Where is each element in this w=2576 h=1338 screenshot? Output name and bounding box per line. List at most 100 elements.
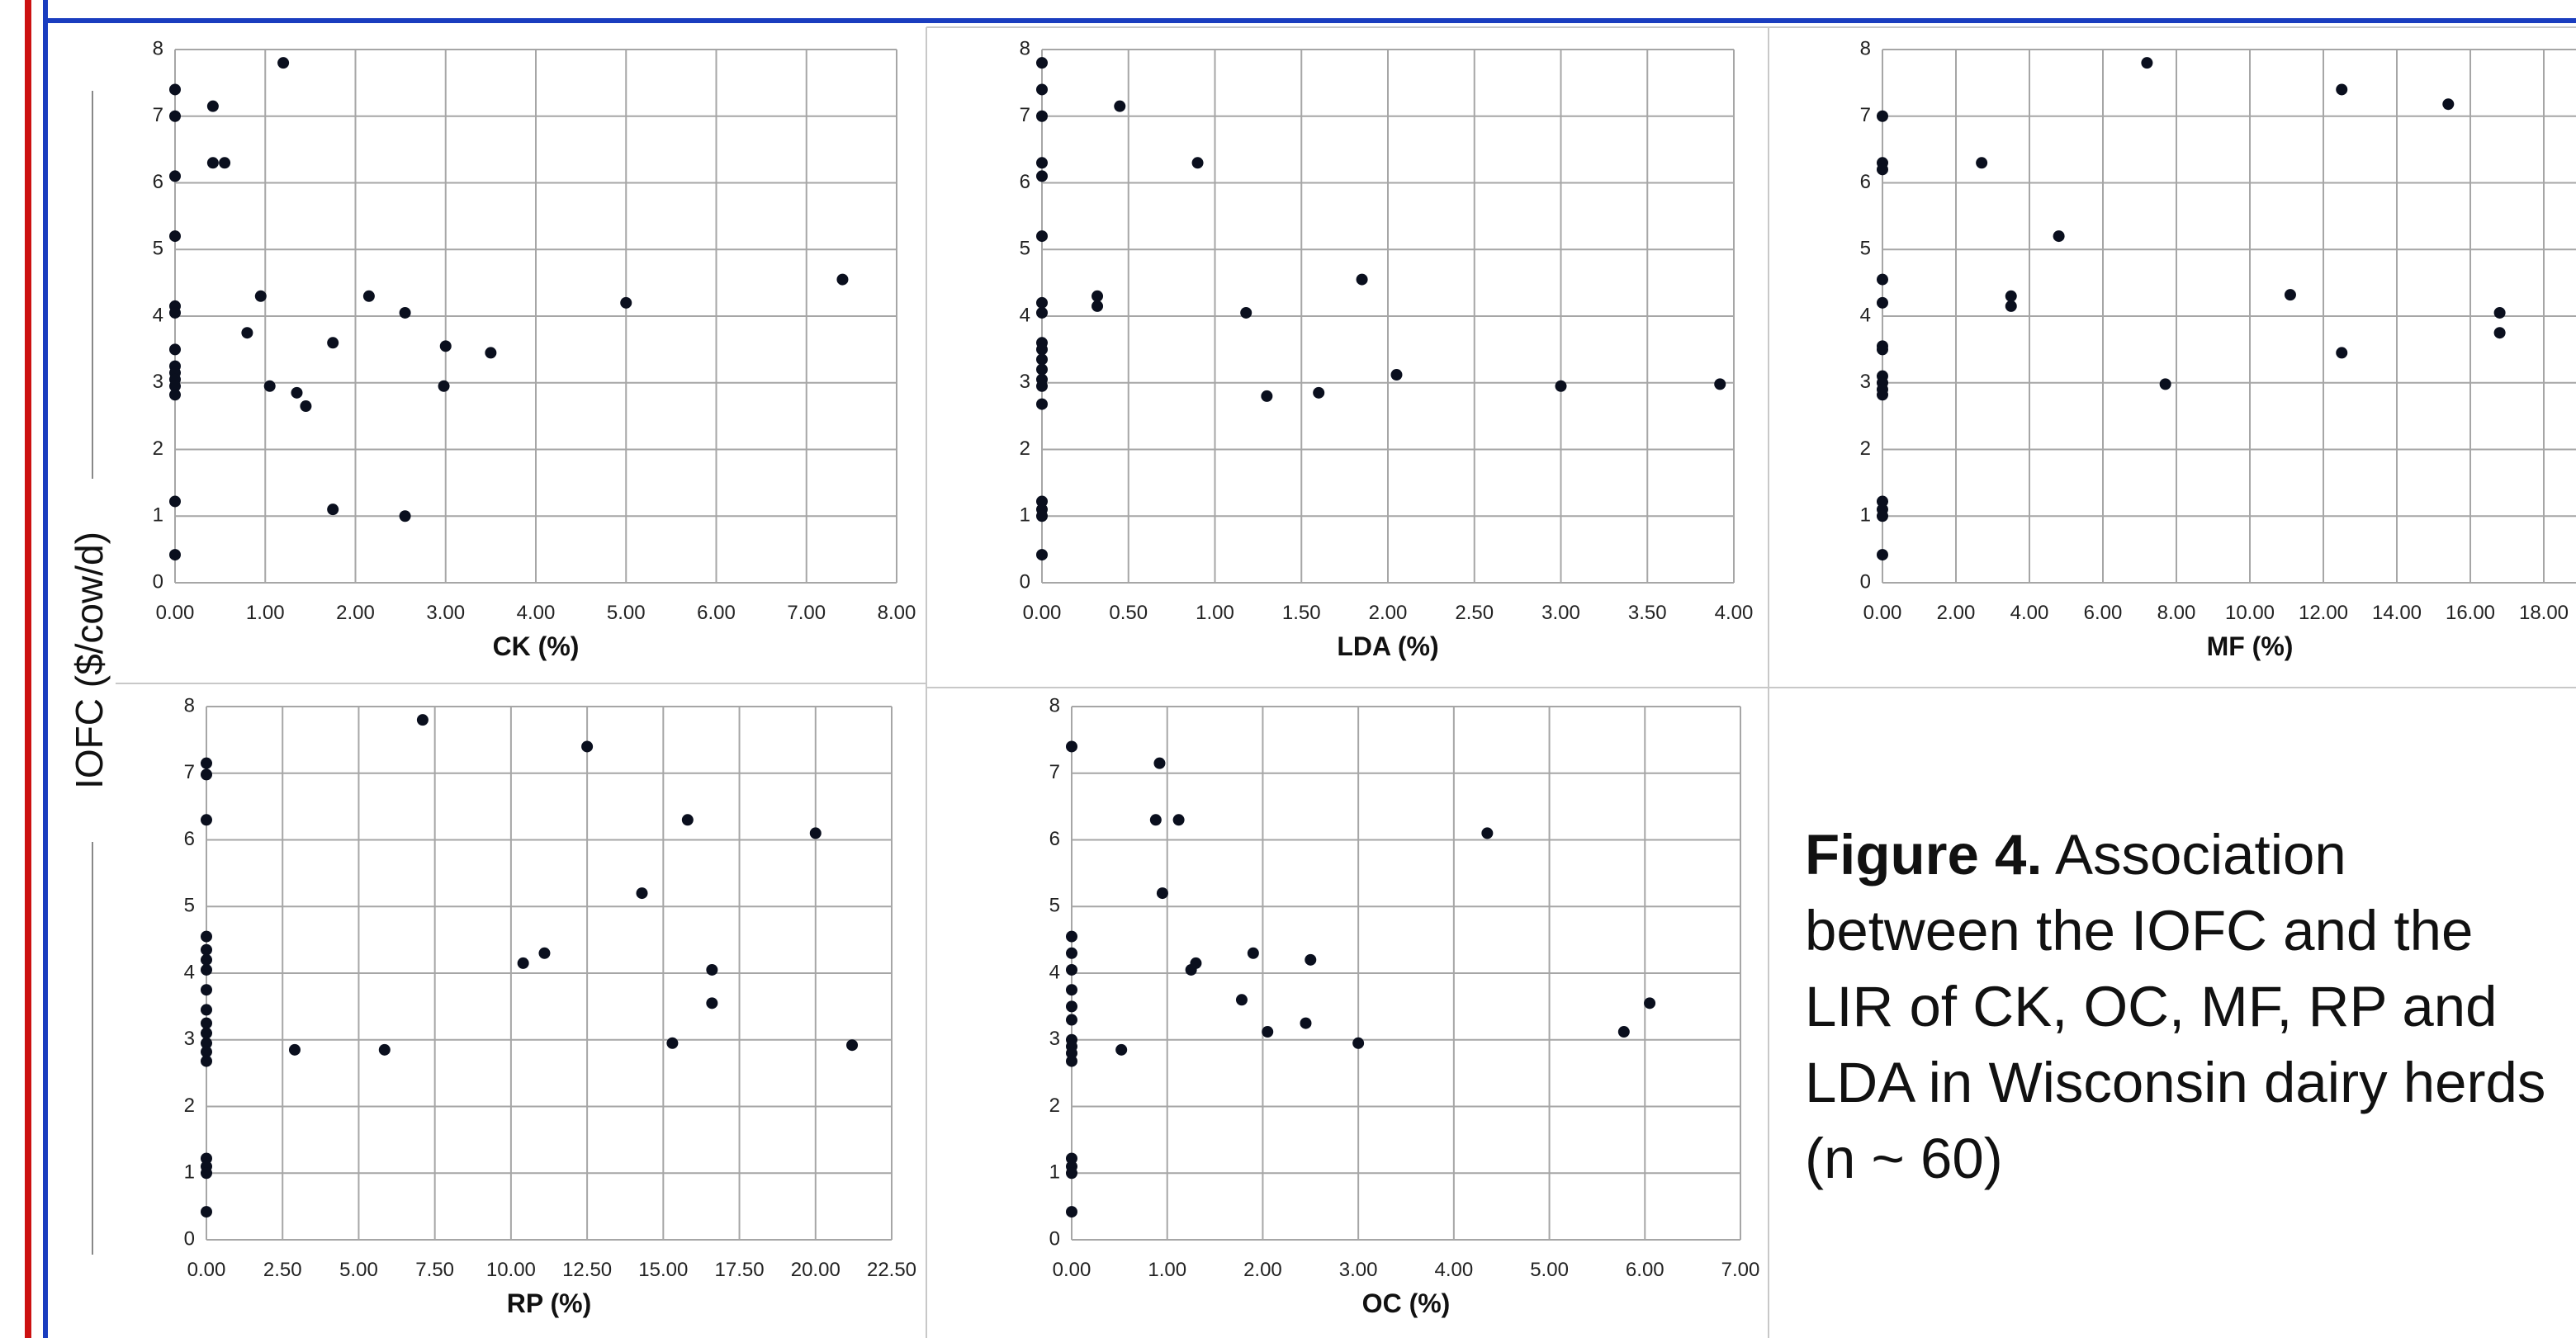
y-tick-label: 5 [1860, 238, 1871, 260]
data-point [2053, 230, 2065, 243]
data-point [416, 714, 429, 726]
data-point [201, 984, 212, 996]
data-point [1066, 1206, 1077, 1218]
data-point [2284, 289, 2296, 301]
x-tick-label: 3.50 [1628, 602, 1667, 624]
data-point [201, 757, 212, 769]
x-tick-label: 0.00 [1023, 602, 1062, 624]
y-tick-label: 1 [1020, 504, 1030, 527]
frame-blue-bar [43, 0, 48, 1338]
data-point [169, 549, 181, 561]
scatter-plot-0: 0 1 2 3 4 5 6 7 8 0.00 1.00 2.00 3.00 4.00 5.00 6.00 7.0… [153, 37, 916, 661]
data-point [517, 957, 529, 969]
data-point [378, 1043, 391, 1056]
data-point [206, 100, 219, 112]
x-tick-label: 0.50 [1109, 602, 1148, 624]
data-point [1115, 1043, 1128, 1056]
x-tick-label: 6.00 [2084, 602, 2123, 624]
y-tick-label: 1 [153, 504, 163, 527]
x-tick-label: 20.00 [791, 1259, 841, 1281]
data-point [706, 963, 718, 976]
x-tick-label: 6.00 [1626, 1259, 1664, 1281]
data-point [1036, 380, 1048, 392]
x-axis-label: CK (%) [493, 631, 580, 661]
data-point [1066, 740, 1077, 753]
x-tick-label: 16.00 [2446, 602, 2495, 624]
x-axis-label: OC (%) [1362, 1288, 1451, 1318]
data-point [1036, 306, 1048, 319]
x-tick-label: 7.00 [787, 602, 826, 624]
y-tick-label: 4 [1860, 304, 1871, 326]
data-point [1036, 363, 1048, 376]
y-tick-label: 3 [1860, 371, 1871, 393]
data-point [201, 963, 212, 976]
x-tick-label: 5.00 [607, 602, 646, 624]
scatter-plot-2: 0 1 2 3 4 5 6 7 8 0.00 2.00 4.00 6.00 8.00 10.00 12.00 1… [1860, 37, 2576, 661]
x-tick-label: 5.00 [339, 1259, 378, 1281]
y-tick-label: 7 [1860, 104, 1871, 126]
y-tick-label: 0 [1049, 1227, 1060, 1250]
data-point [681, 814, 694, 826]
x-tick-label: 14.00 [2372, 602, 2422, 624]
data-point [1976, 157, 1988, 169]
data-point [201, 930, 212, 943]
data-point [1036, 495, 1048, 508]
y-tick-label: 3 [1020, 371, 1030, 393]
data-point [809, 827, 822, 839]
data-point [169, 170, 181, 182]
data-point [581, 740, 594, 753]
data-point [1644, 997, 1656, 1009]
data-point [2336, 83, 2348, 96]
data-point [1877, 110, 1888, 122]
data-point [438, 380, 450, 392]
x-tick-label: 2.50 [1455, 602, 1494, 624]
y-tick-label: 4 [1049, 961, 1060, 983]
x-tick-label: 1.00 [1196, 602, 1234, 624]
caption-text: Association between the IOFC and the LIR… [1805, 823, 2546, 1190]
data-point [1036, 83, 1048, 96]
data-point [666, 1037, 679, 1049]
data-point [1356, 273, 1368, 286]
y-tick-label: 7 [1049, 761, 1060, 783]
data-point [538, 947, 551, 959]
x-tick-label: 6.00 [697, 602, 736, 624]
data-point [327, 504, 339, 516]
data-point [1617, 1026, 1630, 1038]
data-point [288, 1043, 301, 1056]
y-tick-label: 5 [1020, 238, 1030, 260]
y-tick-label: 5 [153, 238, 163, 260]
x-axis-label: RP (%) [507, 1288, 592, 1318]
data-point [169, 389, 181, 401]
x-tick-label: 0.00 [1863, 602, 1902, 624]
y-tick-label: 2 [184, 1095, 195, 1117]
x-tick-label: 2.00 [1243, 1259, 1282, 1281]
x-tick-label: 4.00 [1715, 602, 1754, 624]
data-point [1191, 157, 1204, 169]
y-tick-label: 2 [1020, 437, 1030, 460]
x-tick-label: 3.00 [1339, 1259, 1378, 1281]
y-tick-label: 6 [1860, 171, 1871, 193]
data-point [201, 1017, 212, 1029]
data-point [169, 495, 181, 508]
data-point [2005, 300, 2017, 312]
data-point [1156, 887, 1168, 900]
x-tick-label: 4.00 [2010, 602, 2049, 624]
data-point [201, 1152, 212, 1165]
data-point [2493, 306, 2506, 319]
x-tick-label: 7.50 [415, 1259, 454, 1281]
data-point [1036, 510, 1048, 522]
data-point [201, 1046, 212, 1058]
x-axis-label: MF (%) [2207, 631, 2294, 661]
y-tick-label: 8 [1020, 37, 1030, 59]
data-point [1114, 100, 1126, 112]
y-tick-label: 4 [1020, 304, 1030, 326]
y-tick-label: 2 [1049, 1095, 1060, 1117]
data-point [1036, 157, 1048, 169]
frame-blue-top [43, 18, 2576, 23]
y-tick-label: 0 [184, 1227, 195, 1250]
data-point [1091, 290, 1104, 302]
x-tick-label: 8.00 [878, 602, 916, 624]
data-point [620, 296, 632, 309]
data-point [219, 157, 231, 169]
